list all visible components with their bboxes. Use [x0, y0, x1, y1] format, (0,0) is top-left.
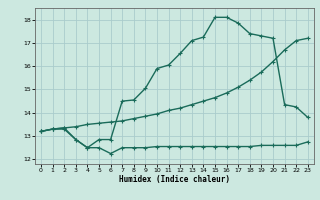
X-axis label: Humidex (Indice chaleur): Humidex (Indice chaleur) [119, 175, 230, 184]
